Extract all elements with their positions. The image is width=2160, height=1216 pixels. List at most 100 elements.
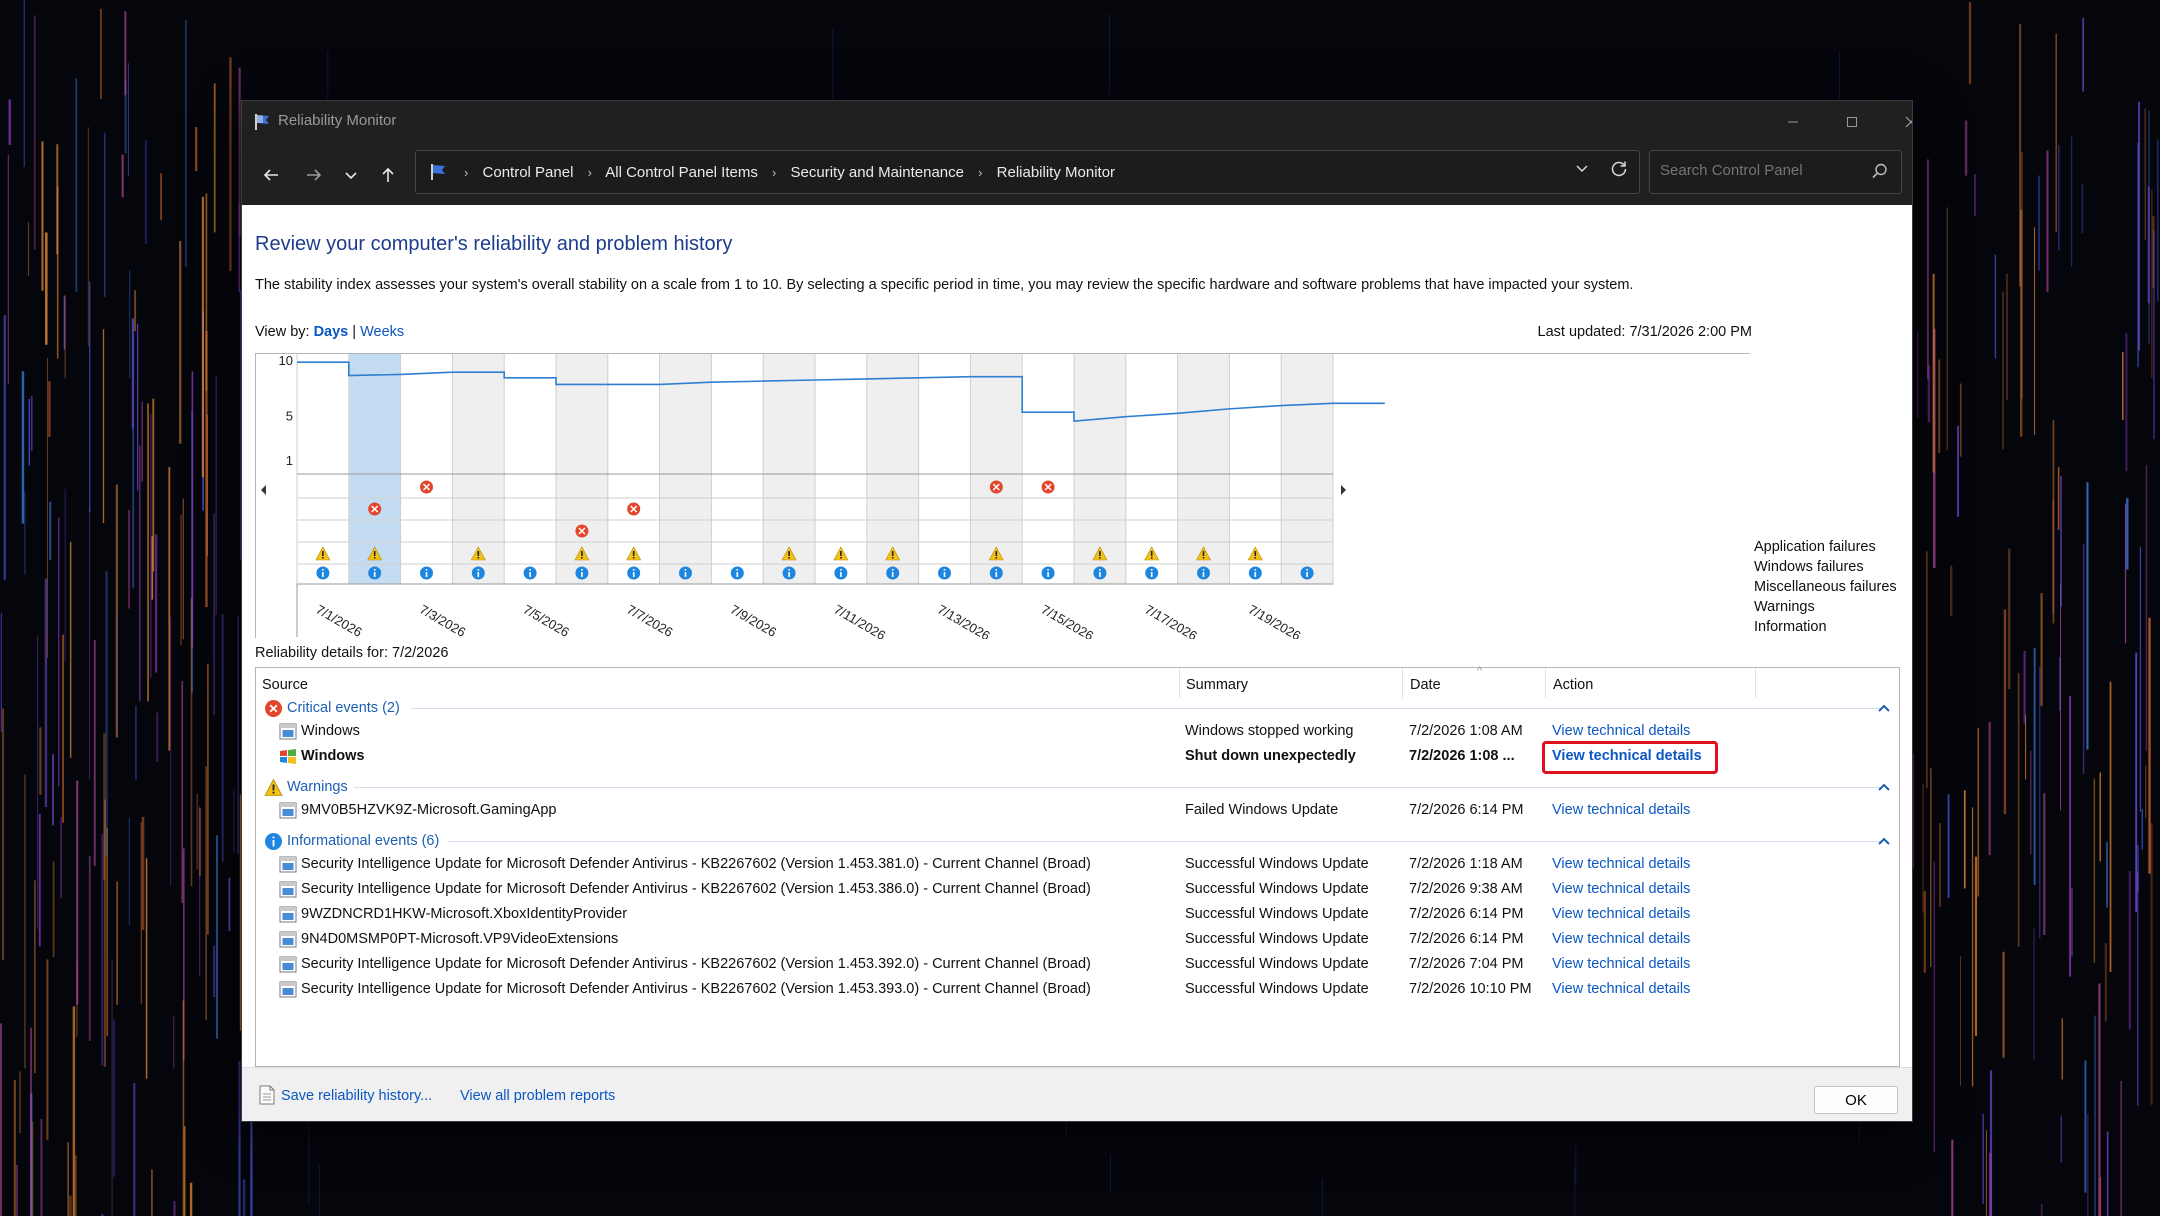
day-column	[918, 354, 971, 584]
table-row[interactable]: 9N4D0MSMP0PT-Microsoft.VP9VideoExtension…	[256, 928, 1899, 952]
group-warnings[interactable]: Warnings	[264, 777, 348, 797]
view-by-switch: View by: Days | Weeks	[255, 324, 404, 340]
row-summary: Successful Windows Update	[1185, 956, 1369, 972]
recent-locations-button[interactable]	[336, 161, 366, 189]
column-divider[interactable]	[1545, 668, 1546, 698]
close-button[interactable]	[1882, 101, 1912, 143]
table-row[interactable]: 9MV0B5HZVK9Z-Microsoft.GamingApp Failed …	[256, 799, 1899, 823]
info-icon-mark	[684, 569, 687, 571]
collapse-chevron-icon[interactable]	[1877, 782, 1891, 792]
up-button[interactable]	[373, 161, 403, 189]
column-date[interactable]: Date	[1410, 677, 1441, 693]
windows-logo-icon	[280, 749, 296, 764]
view-by-separator: |	[352, 324, 357, 340]
table-row[interactable]: Windows Windows stopped working 7/2/2026…	[256, 720, 1899, 744]
address-dropdown-button[interactable]	[1575, 161, 1589, 180]
view-by-weeks-link[interactable]: Weeks	[360, 324, 405, 340]
reliability-chart[interactable]: 10 5 1 7/1/2026 7/3/2026 7/5/2026 7/7/2026 7/9/…	[255, 353, 1751, 639]
row-source: Windows	[301, 748, 365, 764]
info-icon-mark	[1099, 572, 1101, 577]
close-icon	[1905, 116, 1912, 128]
info-icon-mark	[529, 572, 531, 577]
day-column	[659, 354, 712, 584]
warning-icon-mark	[1150, 557, 1153, 559]
refresh-button[interactable]	[1609, 159, 1629, 185]
info-icon	[679, 566, 692, 580]
address-bar[interactable]: › Control Panel › All Control Panel Item…	[415, 150, 1640, 194]
view-technical-details-link[interactable]: View technical details	[1552, 981, 1691, 997]
warning-icon	[626, 546, 642, 561]
view-technical-details-link[interactable]: View technical details	[1552, 956, 1691, 972]
view-technical-details-link[interactable]: View technical details	[1552, 906, 1691, 922]
minimize-button[interactable]	[1764, 101, 1822, 143]
info-icon-mark	[736, 572, 739, 577]
info-icon-mark	[995, 572, 998, 577]
breadcrumb-security-maintenance[interactable]: Security and Maintenance	[790, 164, 964, 181]
column-summary[interactable]: Summary	[1186, 677, 1249, 693]
info-icon-mark	[1150, 569, 1153, 571]
search-icon	[1872, 163, 1887, 179]
view-technical-details-link[interactable]: View technical details	[1552, 802, 1691, 818]
info-icon-mark	[632, 569, 635, 571]
view-technical-details-link[interactable]: View technical details	[1552, 856, 1691, 872]
table-row[interactable]: Security Intelligence Update for Microso…	[256, 853, 1899, 877]
view-technical-details-link[interactable]: View technical details	[1552, 723, 1691, 739]
back-arrow-icon	[263, 169, 278, 181]
table-row[interactable]: Security Intelligence Update for Microso…	[256, 978, 1899, 1002]
table-row[interactable]: Security Intelligence Update for Microso…	[256, 953, 1899, 977]
view-technical-details-link[interactable]: View technical details	[1552, 748, 1702, 764]
warning-icon	[781, 546, 797, 561]
selected-day-column	[348, 354, 401, 584]
day-column	[711, 354, 764, 584]
info-icon-mark	[425, 572, 428, 577]
table-row[interactable]: 9WZDNCRD1HKW-Microsoft.XboxIdentityProvi…	[256, 903, 1899, 927]
save-reliability-history-link[interactable]: Save reliability history...	[281, 1088, 433, 1104]
y-tick-label: 5	[286, 409, 293, 424]
group-informational-events[interactable]: Informational events (6)	[264, 831, 439, 851]
error-icon-mark	[578, 527, 586, 535]
reliability-details-table: Source Summary Date ^ Action Critical ev…	[255, 665, 1900, 1067]
column-divider[interactable]	[1179, 668, 1180, 698]
ok-button[interactable]: OK	[1814, 1086, 1898, 1114]
column-divider[interactable]	[1755, 668, 1756, 698]
maximize-button[interactable]	[1823, 101, 1881, 143]
info-icon-mark	[581, 572, 583, 577]
error-icon-mark	[422, 483, 431, 491]
day-column	[1229, 354, 1282, 584]
breadcrumb-all-items[interactable]: All Control Panel Items	[605, 164, 758, 181]
view-technical-details-link[interactable]: View technical details	[1552, 881, 1691, 897]
warning-icon-mark	[788, 557, 790, 559]
back-button[interactable]	[256, 161, 286, 189]
warning-icon	[1247, 546, 1263, 561]
collapse-chevron-icon[interactable]	[1877, 836, 1891, 846]
info-icon-mark	[1047, 569, 1049, 571]
column-divider[interactable]	[1402, 668, 1403, 698]
info-icon	[1300, 566, 1314, 580]
app-window-icon	[279, 981, 297, 998]
column-source[interactable]: Source	[262, 677, 308, 693]
forward-button[interactable]	[299, 161, 329, 189]
error-icon	[265, 699, 282, 717]
search-box[interactable]	[1649, 150, 1902, 194]
view-all-problem-reports-link[interactable]: View all problem reports	[460, 1088, 616, 1104]
view-by-days-link[interactable]: Days	[313, 324, 349, 340]
breadcrumb-separator[interactable]: ›	[772, 165, 777, 180]
info-icon	[730, 566, 744, 580]
view-technical-details-link[interactable]: View technical details	[1552, 931, 1691, 947]
column-action[interactable]: Action	[1553, 677, 1594, 693]
breadcrumb-separator[interactable]: ›	[587, 165, 592, 180]
breadcrumb-control-panel[interactable]: Control Panel	[482, 164, 574, 181]
up-arrow-icon	[382, 167, 394, 182]
collapse-chevron-icon[interactable]	[1877, 703, 1891, 713]
group-critical-events[interactable]: Critical events (2)	[264, 698, 400, 718]
info-icon-mark	[1254, 572, 1257, 577]
view-by-label: View by:	[255, 324, 310, 340]
breadcrumb-reliability-monitor[interactable]: Reliability Monitor	[996, 164, 1116, 181]
table-row[interactable]: Windows Shut down unexpectedly 7/2/2026 …	[256, 741, 1899, 774]
info-icon-mark	[1099, 569, 1101, 571]
search-input[interactable]	[1660, 162, 1860, 179]
table-row[interactable]: Security Intelligence Update for Microso…	[256, 878, 1899, 902]
info-icon	[265, 832, 282, 850]
breadcrumb-separator[interactable]: ›	[978, 165, 983, 180]
